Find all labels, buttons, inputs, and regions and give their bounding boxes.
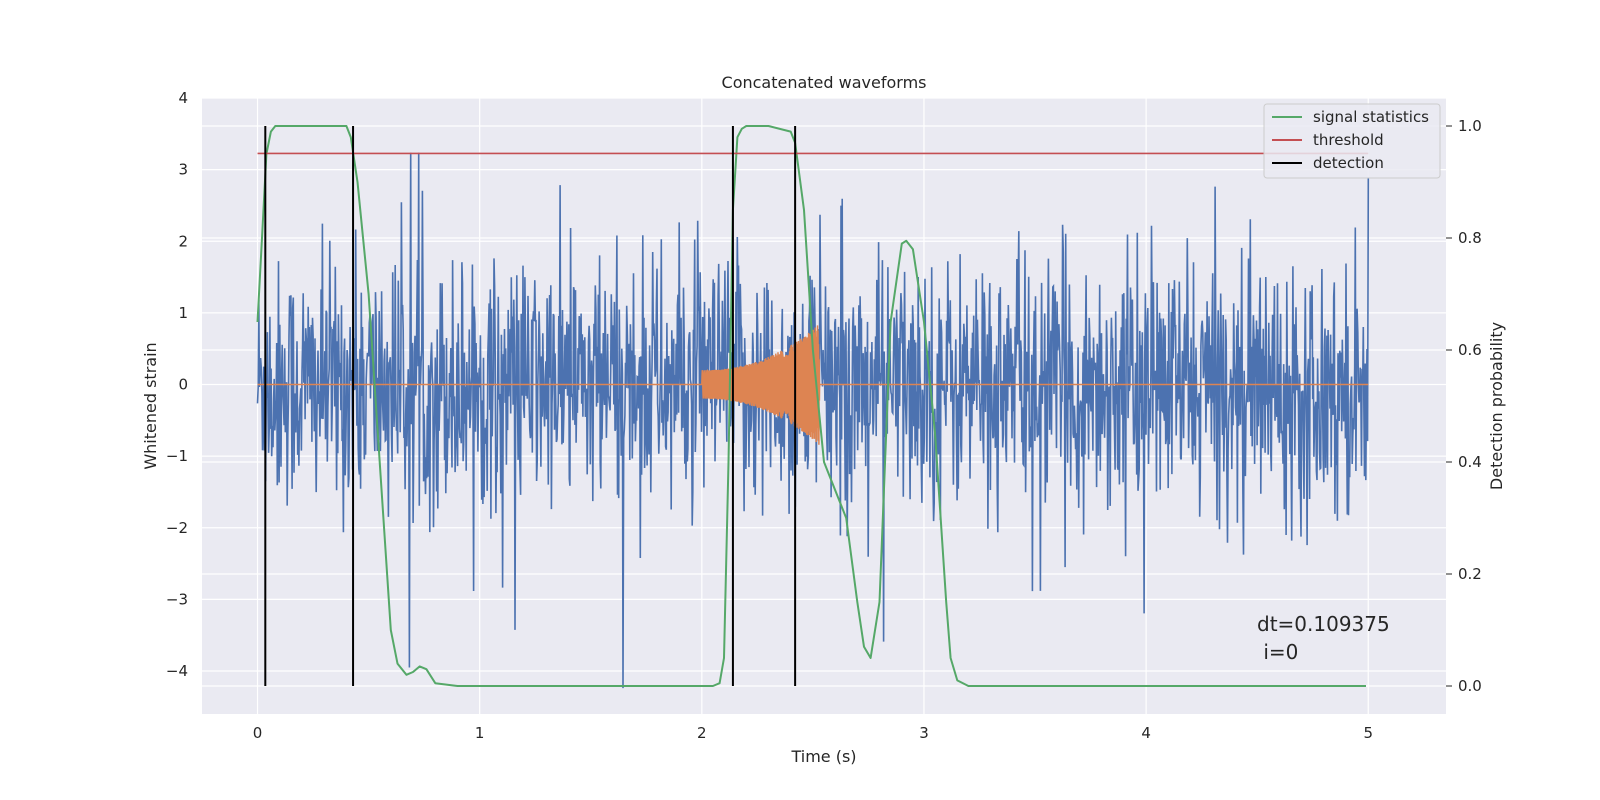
x-tick-label: 5 xyxy=(1363,724,1373,742)
legend-label-signal-statistics: signal statistics xyxy=(1313,108,1429,126)
y-tick-label: 3 xyxy=(178,161,188,179)
legend-label-threshold: threshold xyxy=(1313,131,1384,149)
y-ticks: 4 3 2 1 0 −1 −2 −3 −4 xyxy=(166,89,188,680)
annotation-i: i=0 xyxy=(1257,640,1298,664)
x-ticks: 0 1 2 3 4 5 xyxy=(253,724,1373,742)
y-tick-label: −3 xyxy=(166,590,188,608)
detection-lines xyxy=(264,126,797,686)
y2-tick-label: 1.0 xyxy=(1458,117,1482,135)
signal-statistics-series xyxy=(256,125,1366,687)
y2-tick-label: 0.8 xyxy=(1458,229,1482,247)
y-axis-label: Whitened strain xyxy=(141,342,160,469)
y2-tick-label: 0.2 xyxy=(1458,565,1482,583)
x-tick-label: 0 xyxy=(253,724,263,742)
y2-ticks: 1.0 0.8 0.6 0.4 0.2 0.0 xyxy=(1446,117,1482,695)
y-tick-label: −4 xyxy=(166,662,188,680)
y-tick-label: −1 xyxy=(166,447,188,465)
y2-tick-label: 0.0 xyxy=(1458,677,1482,695)
injection-series xyxy=(257,325,1369,445)
x-tick-label: 4 xyxy=(1141,724,1151,742)
y2-axis-label: Detection probability xyxy=(1487,322,1506,490)
legend-label-detection: detection xyxy=(1313,154,1384,172)
x-tick-label: 2 xyxy=(697,724,707,742)
y-tick-label: 4 xyxy=(178,89,188,107)
y2-tick-label: 0.4 xyxy=(1458,453,1482,471)
y-tick-label: 0 xyxy=(178,376,188,394)
legend-box xyxy=(1263,103,1441,179)
injection-line xyxy=(701,325,821,445)
signal-statistics-line xyxy=(256,125,1366,687)
y2-tick-label: 0.6 xyxy=(1458,341,1482,359)
legend: signal statistics threshold detection xyxy=(1263,103,1441,179)
y-tick-label: 2 xyxy=(178,232,188,250)
x-axis-label: Time (s) xyxy=(790,747,856,766)
chart-title: Concatenated waveforms xyxy=(722,73,927,92)
y-tick-label: −2 xyxy=(166,519,188,537)
y-tick-label: 1 xyxy=(178,304,188,322)
x-tick-label: 3 xyxy=(919,724,929,742)
annotation-dt: dt=0.109375 xyxy=(1257,612,1390,636)
x-tick-label: 1 xyxy=(475,724,485,742)
